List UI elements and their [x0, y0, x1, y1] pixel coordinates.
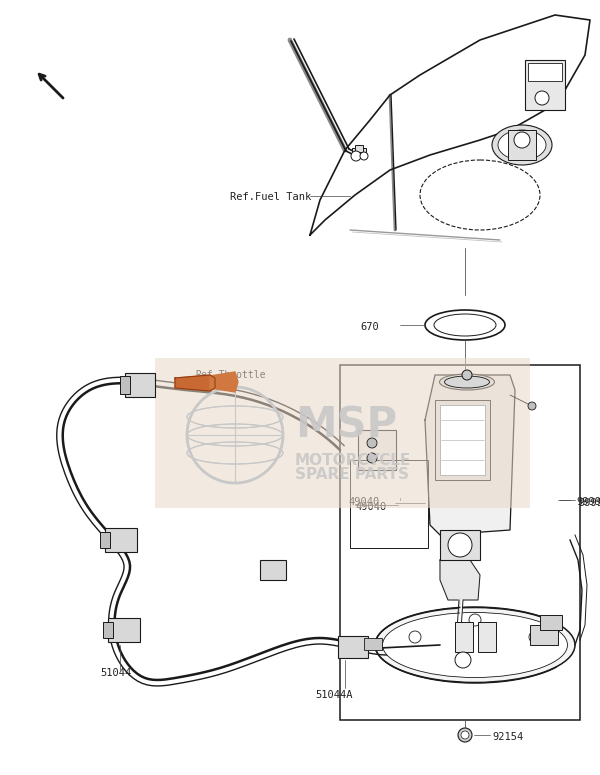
Bar: [125, 373, 155, 397]
Circle shape: [529, 631, 541, 643]
Ellipse shape: [498, 130, 546, 160]
Bar: [435, 400, 490, 480]
Text: 51044: 51044: [100, 668, 131, 678]
Bar: [120, 376, 130, 394]
Text: 51044A: 51044A: [315, 690, 353, 700]
Bar: [338, 636, 368, 658]
Circle shape: [458, 728, 472, 742]
Text: Ref.Throttle: Ref.Throttle: [195, 370, 265, 380]
Circle shape: [528, 402, 536, 410]
FancyBboxPatch shape: [155, 358, 530, 508]
Text: 92154: 92154: [492, 732, 523, 742]
Text: Ref.Fuel Tank: Ref.Fuel Tank: [230, 192, 311, 202]
Text: 49040: 49040: [348, 497, 379, 507]
Bar: [100, 532, 110, 548]
Polygon shape: [425, 375, 515, 535]
Circle shape: [514, 132, 530, 148]
Text: 99999: 99999: [578, 498, 600, 508]
Bar: [525, 60, 565, 110]
Text: MSP: MSP: [295, 404, 397, 446]
Bar: [260, 560, 286, 580]
Circle shape: [469, 614, 481, 626]
Bar: [350, 460, 428, 548]
Circle shape: [367, 438, 377, 448]
Bar: [340, 365, 580, 720]
Text: 99999: 99999: [576, 497, 600, 507]
Ellipse shape: [375, 608, 575, 683]
Text: 49040: 49040: [355, 502, 386, 512]
Bar: [440, 405, 485, 475]
Circle shape: [462, 370, 472, 380]
Ellipse shape: [383, 612, 568, 677]
Ellipse shape: [445, 376, 490, 388]
Circle shape: [448, 533, 472, 557]
Bar: [105, 528, 137, 552]
Bar: [530, 625, 558, 645]
Circle shape: [351, 151, 361, 161]
Text: 670: 670: [360, 322, 379, 332]
Circle shape: [409, 631, 421, 643]
Polygon shape: [440, 560, 480, 600]
Bar: [352, 148, 366, 158]
Ellipse shape: [420, 160, 540, 230]
Text: MOTORCYCLE: MOTORCYCLE: [295, 453, 411, 468]
Ellipse shape: [492, 125, 552, 165]
Ellipse shape: [425, 310, 505, 340]
Bar: [358, 430, 396, 470]
Ellipse shape: [439, 374, 494, 390]
Bar: [440, 530, 480, 560]
Bar: [528, 63, 562, 81]
Circle shape: [461, 731, 469, 739]
Circle shape: [535, 91, 549, 105]
Circle shape: [367, 453, 377, 463]
Bar: [540, 615, 562, 630]
Text: SPARE PARTS: SPARE PARTS: [295, 467, 409, 482]
Polygon shape: [175, 375, 215, 391]
Bar: [103, 622, 113, 638]
Polygon shape: [210, 372, 238, 392]
Ellipse shape: [434, 314, 496, 336]
Polygon shape: [310, 15, 590, 235]
Circle shape: [360, 152, 368, 160]
Bar: [508, 130, 536, 160]
Bar: [364, 638, 382, 650]
Bar: [478, 622, 496, 652]
Circle shape: [455, 652, 471, 668]
Bar: [108, 618, 140, 642]
Bar: [455, 622, 473, 652]
Bar: [355, 145, 363, 152]
